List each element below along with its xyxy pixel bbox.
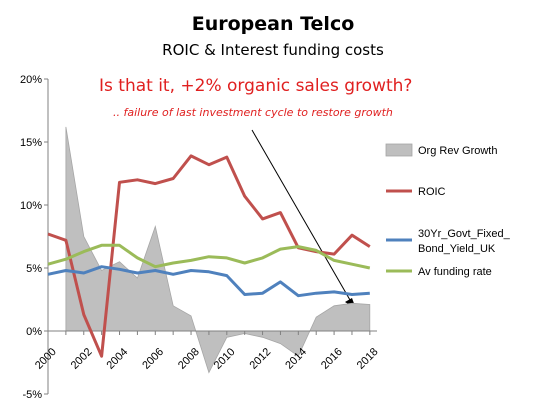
- y-tick-label: 5%: [26, 263, 42, 275]
- x-tick-label: 2000: [33, 346, 59, 372]
- legend-swatch-org-rev-growth: [385, 143, 413, 157]
- legend: Org Rev Growth ROIC 30Yr_Govt_Fixed_ Bond_Y…: [385, 143, 511, 278]
- annotation-arrow: [251, 129, 351, 301]
- y-tick-label: -5%: [22, 389, 42, 401]
- y-tick-label: 0%: [26, 326, 42, 338]
- x-tick-label: 2008: [176, 346, 202, 372]
- x-tick-label: 2002: [69, 346, 95, 372]
- legend-label: Bond_Yield_UK: [418, 243, 496, 255]
- chart-subtitle: ROIC & Interest funding costs: [162, 41, 384, 59]
- legend-label: Org Rev Growth: [418, 145, 497, 157]
- y-tick-label: 20%: [20, 74, 42, 86]
- x-tick-label: 2018: [355, 346, 381, 372]
- y-tick-label: 15%: [20, 137, 42, 149]
- annotation-headline: Is that it, +2% organic sales growth?: [99, 76, 412, 96]
- x-tick-label: 2016: [319, 346, 345, 372]
- x-tick-label: 2006: [140, 346, 166, 372]
- annotation-subtext: .. failure of last investment cycle to r…: [113, 106, 393, 119]
- plot-area: -5%0%5%10%15%20%2000 2002 2004 2006 2008 2010…: [20, 74, 381, 401]
- x-tick-label: 2014: [283, 346, 309, 372]
- legend-label: ROIC: [418, 186, 446, 198]
- x-tick-label: 2012: [248, 346, 274, 372]
- series-line-30yr-govt-fixed-bond-yield-uk: [47, 265, 370, 298]
- series-line-av-funding-rate: [47, 243, 371, 270]
- legend-label: Av funding rate: [418, 266, 492, 278]
- legend-label: 30Yr_Govt_Fixed_: [418, 228, 511, 240]
- x-tick-label: 2004: [105, 346, 131, 372]
- chart-title: European Telco: [192, 13, 355, 35]
- y-tick-label: 10%: [20, 200, 42, 212]
